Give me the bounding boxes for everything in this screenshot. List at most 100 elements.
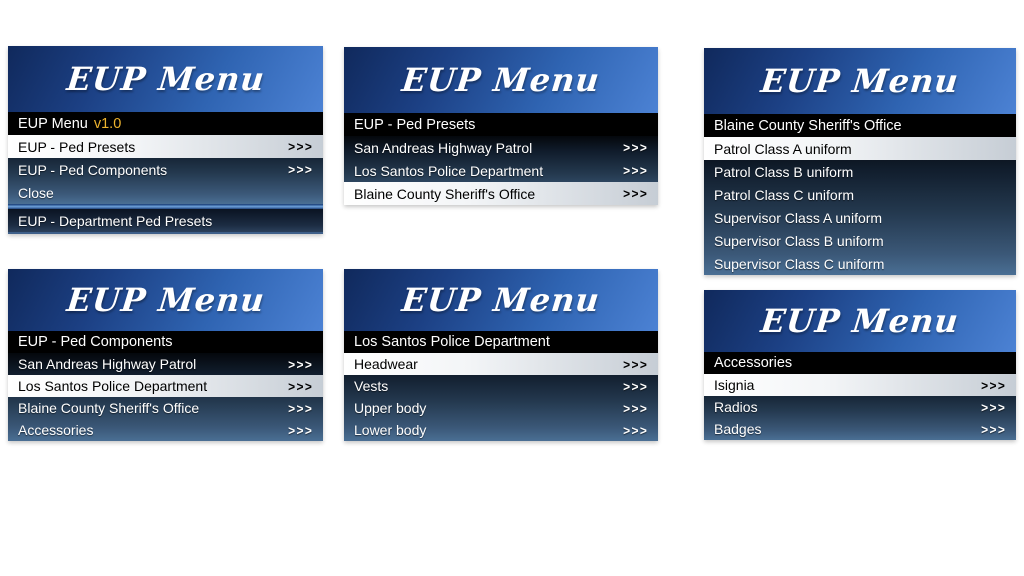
eup-menu-panel: EUP Menu EUP - Ped Components San Andrea… — [8, 269, 323, 441]
menu-item-list: EUP - Ped Presets >>> EUP - Ped Components… — [8, 135, 323, 204]
menu-item-label: Blaine County Sheriff's Office — [18, 400, 200, 416]
menu-subtitle-label: Blaine County Sheriff's Office — [714, 117, 902, 134]
eup-menu-panel: EUP Menu EUP - Ped Presets San Andreas H… — [344, 47, 658, 205]
menu-item-list: Isignia >>> Radios >>> Badges >>> — [704, 374, 1016, 440]
submenu-arrows-icon: >>> — [980, 399, 1006, 415]
menu-item-list: Patrol Class A uniform Patrol Class B uni… — [704, 137, 1016, 275]
menu-item[interactable]: Upper body >>> — [344, 397, 658, 419]
submenu-arrows-icon: >>> — [287, 139, 313, 154]
menu-subtitle-label: EUP - Ped Presets — [354, 116, 476, 133]
menu-banner-title: EUP Menu — [759, 62, 961, 100]
submenu-arrows-icon: >>> — [622, 186, 648, 201]
menu-item[interactable]: Badges >>> — [704, 418, 1016, 440]
menu-item-label: Accessories — [18, 422, 94, 438]
menu-item-label: Blaine County Sheriff's Office — [354, 185, 536, 202]
menu-item-list: Headwear >>> Vests >>> Upper body >>> Lower bo… — [344, 353, 658, 441]
menu-item-selected[interactable]: Isignia >>> — [704, 374, 1016, 396]
menu-divider-strip — [8, 204, 323, 209]
menu-item[interactable]: Los Santos Police Department >>> — [344, 159, 658, 182]
submenu-arrows-icon: >>> — [622, 163, 648, 178]
menu-item-label: San Andreas Highway Patrol — [354, 139, 533, 156]
menu-item-label: Supervisor Class B uniform — [714, 232, 884, 249]
menu-banner: EUP Menu — [8, 46, 323, 112]
menu-item-label: Badges — [714, 421, 762, 437]
menu-banner-title: EUP Menu — [64, 60, 267, 98]
eup-menu-panel: EUP Menu EUP Menu v1.0 EUP - Ped Presets… — [8, 46, 323, 234]
menu-item-list: San Andreas Highway Patrol >>> Los Santos … — [344, 136, 658, 205]
menu-item-label: Patrol Class C uniform — [714, 186, 855, 203]
menu-subtitle-label: EUP Menu — [18, 115, 88, 132]
menu-item-label: Lower body — [354, 422, 427, 438]
menu-version-badge: v1.0 — [93, 115, 122, 132]
menu-item[interactable]: Vests >>> — [344, 375, 658, 397]
menu-banner: EUP Menu — [8, 269, 323, 331]
menu-banner-title: EUP Menu — [400, 281, 602, 319]
collapsed-menu-subtitle-bar: EUP - Department Ped Presets — [8, 209, 323, 234]
menu-banner-title: EUP Menu — [759, 302, 961, 340]
menu-item-selected[interactable]: Los Santos Police Department >>> — [8, 375, 323, 397]
menu-item-label: EUP - Ped Presets — [18, 138, 136, 155]
menu-item-label: San Andreas Highway Patrol — [18, 356, 197, 372]
menu-item-label: Upper body — [354, 400, 427, 416]
menu-item-selected[interactable]: Blaine County Sheriff's Office >>> — [344, 182, 658, 205]
submenu-arrows-icon: >>> — [622, 140, 648, 155]
submenu-arrows-icon: >>> — [287, 356, 313, 372]
menu-item-label: Supervisor Class C uniform — [714, 255, 885, 272]
menu-item[interactable]: San Andreas Highway Patrol >>> — [344, 136, 658, 159]
menu-item-list: San Andreas Highway Patrol >>> Los Santos … — [8, 353, 323, 441]
menu-item-label: Isignia — [714, 377, 755, 393]
menu-item-selected[interactable]: EUP - Ped Presets >>> — [8, 135, 323, 158]
menu-subtitle-label: EUP - Ped Components — [18, 334, 173, 350]
menu-item[interactable]: Patrol Class C uniform — [704, 183, 1016, 206]
submenu-arrows-icon: >>> — [622, 378, 648, 394]
menu-item[interactable]: Supervisor Class A uniform — [704, 206, 1016, 229]
submenu-arrows-icon: >>> — [287, 422, 313, 438]
menu-item-label: Headwear — [354, 356, 418, 372]
menu-item-selected[interactable]: Headwear >>> — [344, 353, 658, 375]
menu-subtitle-label: Accessories — [714, 355, 793, 371]
menu-item[interactable]: Lower body >>> — [344, 419, 658, 441]
submenu-arrows-icon: >>> — [622, 400, 648, 416]
menu-item[interactable]: Radios >>> — [704, 396, 1016, 418]
menu-banner: EUP Menu — [344, 269, 658, 331]
menu-item[interactable]: Close — [8, 181, 323, 204]
menu-item-label: Los Santos Police Department — [18, 378, 208, 394]
menu-item[interactable]: EUP - Ped Components >>> — [8, 158, 323, 181]
menu-subtitle-bar: EUP - Ped Components — [8, 331, 323, 353]
menu-item[interactable]: Blaine County Sheriff's Office >>> — [8, 397, 323, 419]
menu-banner: EUP Menu — [344, 47, 658, 113]
menu-item-label: Patrol Class B uniform — [714, 163, 854, 180]
menu-item[interactable]: Accessories >>> — [8, 419, 323, 441]
submenu-arrows-icon: >>> — [287, 400, 313, 416]
menu-item[interactable]: Supervisor Class B uniform — [704, 229, 1016, 252]
eup-menu-panel: EUP Menu Los Santos Police Department He… — [344, 269, 658, 441]
menu-subtitle-bar: Los Santos Police Department — [344, 331, 658, 353]
menu-subtitle-label: Los Santos Police Department — [354, 334, 550, 350]
submenu-arrows-icon: >>> — [980, 421, 1006, 437]
menu-banner: EUP Menu — [704, 290, 1016, 352]
menu-item[interactable]: San Andreas Highway Patrol >>> — [8, 353, 323, 375]
menu-banner-title: EUP Menu — [400, 61, 602, 99]
submenu-arrows-icon: >>> — [287, 378, 313, 394]
menu-item-label: Vests — [354, 378, 389, 394]
menu-subtitle-bar: EUP Menu v1.0 — [8, 112, 323, 135]
menu-item-label: Supervisor Class A uniform — [714, 209, 883, 226]
menu-item[interactable]: Patrol Class B uniform — [704, 160, 1016, 183]
eup-menu-panel: EUP Menu Accessories Isignia >>> Radios >>>… — [704, 290, 1016, 440]
menu-banner-title: EUP Menu — [64, 281, 267, 319]
submenu-arrows-icon: >>> — [622, 356, 648, 372]
menu-subtitle-bar: EUP - Ped Presets — [344, 113, 658, 136]
menu-item-label: Patrol Class A uniform — [714, 140, 852, 157]
menu-banner: EUP Menu — [704, 48, 1016, 114]
menu-item-label: Close — [18, 184, 54, 201]
menu-item-label: Radios — [714, 399, 758, 415]
submenu-arrows-icon: >>> — [980, 377, 1006, 393]
menu-item-selected[interactable]: Patrol Class A uniform — [704, 137, 1016, 160]
menu-subtitle-bar: Accessories — [704, 352, 1016, 374]
menu-subtitle-bar: Blaine County Sheriff's Office — [704, 114, 1016, 137]
submenu-arrows-icon: >>> — [622, 422, 648, 438]
menu-item-label: EUP - Ped Components — [18, 161, 168, 178]
menu-item-label: Los Santos Police Department — [354, 162, 544, 179]
menu-item[interactable]: Supervisor Class C uniform — [704, 252, 1016, 275]
collapsed-menu-subtitle-label: EUP - Department Ped Presets — [18, 212, 213, 229]
